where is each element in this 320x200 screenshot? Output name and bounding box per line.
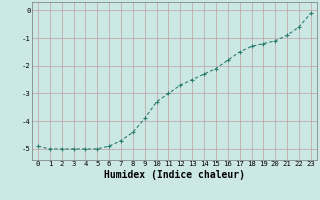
X-axis label: Humidex (Indice chaleur): Humidex (Indice chaleur) [104,170,245,180]
